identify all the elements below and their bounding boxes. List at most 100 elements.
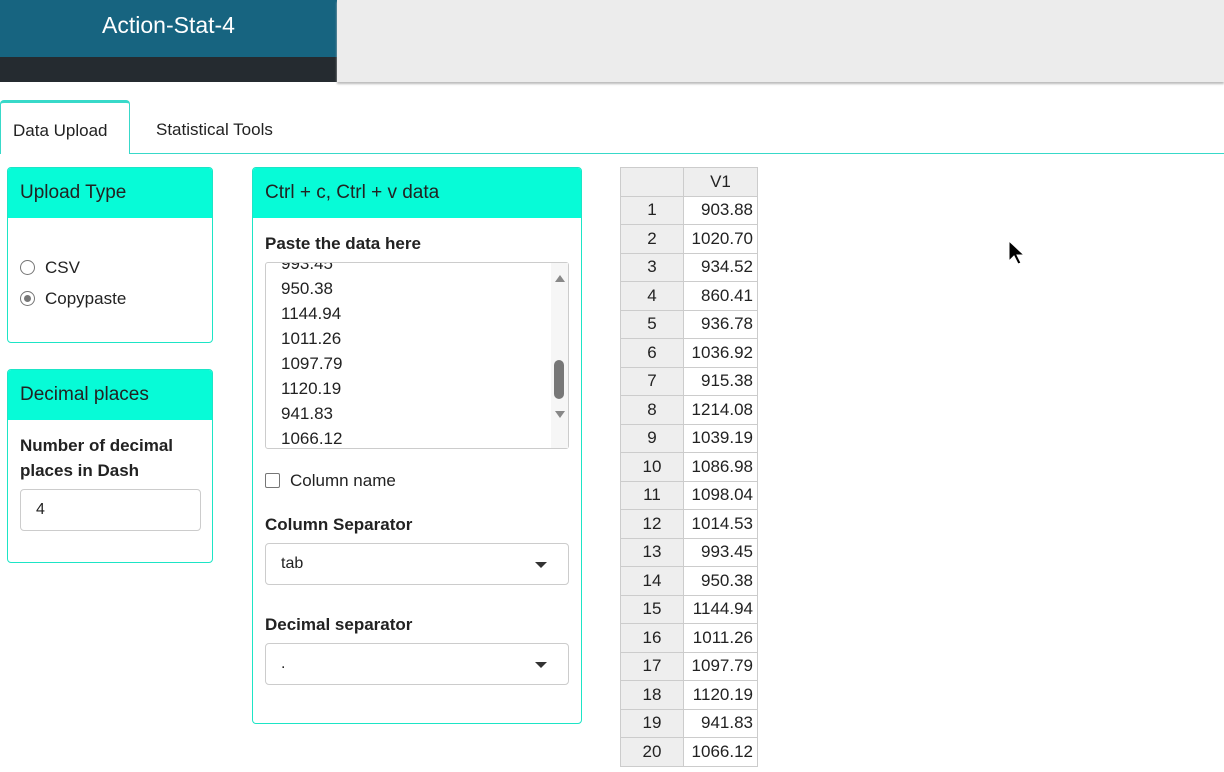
input-label: Number of decimal places in Dash	[20, 436, 174, 480]
table-cell: 1120.19	[683, 680, 758, 710]
select-label: Decimal separator	[265, 615, 413, 634]
textarea-line: 1144.94	[281, 304, 342, 323]
table-row: 8 1214.08	[620, 395, 758, 425]
row-index: 8	[620, 395, 684, 425]
row-index: 7	[620, 366, 684, 396]
table-row: 16 1011.26	[620, 623, 758, 653]
table-row: 2 1020.70	[620, 224, 758, 254]
radio[interactable]	[20, 291, 35, 306]
table-row: 12 1014.53	[620, 509, 758, 539]
panel-title: Upload Type	[8, 168, 212, 218]
row-index: 6	[620, 338, 684, 368]
number-input[interactable]: 4	[20, 489, 201, 531]
table-row: 19 941.83	[620, 708, 758, 738]
table-row: 11 1098.04	[620, 480, 758, 510]
row-index: 5	[620, 309, 684, 339]
row-index: 11	[620, 480, 684, 510]
table-cell: 1039.19	[683, 423, 758, 453]
table-row: 3 934.52	[620, 252, 758, 282]
textarea-line: 1011.26	[281, 329, 342, 348]
upload-panel: Upload Type CSV Copypaste	[7, 167, 213, 343]
scroll-down[interactable]	[555, 411, 565, 418]
table-cell: 934.52	[683, 252, 758, 282]
table-cell: 936.78	[683, 309, 758, 339]
row-index: 15	[620, 594, 684, 624]
corner-cell	[620, 167, 684, 197]
select-label: Column Separator	[265, 515, 413, 534]
table-cell: 1097.79	[683, 651, 758, 681]
table-cell: 1020.70	[683, 224, 758, 254]
paste-panel: Ctrl + c, Ctrl + v data Paste the data h…	[252, 167, 582, 724]
table-cell: 1098.04	[683, 480, 758, 510]
row-index: 10	[620, 452, 684, 482]
radio-label: Copypaste	[45, 289, 127, 308]
table-row: 1 903.88	[620, 195, 758, 225]
scroll-up[interactable]	[555, 275, 565, 282]
textarea-line: 1120.19	[281, 379, 342, 398]
textarea-content: 903.881020.70934.52860.41936.781036.9291…	[266, 263, 551, 448]
radio-dot	[24, 295, 31, 302]
table-cell: 915.38	[683, 366, 758, 396]
row-index: 14	[620, 566, 684, 596]
select[interactable]: tab	[265, 543, 569, 585]
tab[interactable]: Data Upload	[0, 100, 130, 154]
radio[interactable]	[20, 260, 35, 275]
input-label: Paste the data here	[265, 234, 421, 253]
table-cell: 1086.98	[683, 452, 758, 482]
row-index: 2	[620, 224, 684, 254]
nav-strip	[0, 57, 337, 82]
textarea-line: 950.38	[281, 279, 333, 298]
top-bar	[337, 0, 1224, 82]
table-row: 10 1086.98	[620, 452, 758, 482]
tab[interactable]: Statistical Tools	[156, 120, 273, 139]
table-row: 4 860.41	[620, 281, 758, 311]
table-row: 13 993.45	[620, 537, 758, 567]
row-index: 12	[620, 509, 684, 539]
textarea-line: 1066.12	[281, 429, 343, 448]
checkbox-label: Column name	[290, 471, 396, 490]
textarea-line: 941.83	[281, 404, 333, 423]
row-index: 9	[620, 423, 684, 453]
textarea-lines: 903.881020.70934.52860.41936.781036.9291…	[266, 263, 551, 448]
table-row: 18 1120.19	[620, 680, 758, 710]
row-index: 13	[620, 537, 684, 567]
panel-title: Ctrl + c, Ctrl + v data	[253, 168, 581, 218]
header: Action-Stat-4	[0, 0, 337, 57]
table-row: 6 1036.92	[620, 338, 758, 368]
cursor	[1008, 240, 1026, 265]
table-cell: 1144.94	[683, 594, 758, 624]
app-title: Action-Stat-4	[102, 12, 235, 38]
table-cell: 1014.53	[683, 509, 758, 539]
radio-label: CSV	[45, 258, 80, 277]
column-header: V1	[683, 167, 758, 197]
data-table: V1 1 903.88 2 1020.70 3 934.52 4 860.41 5 936.78 6…	[620, 167, 758, 767]
decimal-panel: Decimal places Number of decimal places …	[7, 369, 213, 563]
table-cell: 950.38	[683, 566, 758, 596]
table-row: 7 915.38	[620, 366, 758, 396]
table-cell: 860.41	[683, 281, 758, 311]
scrollbar[interactable]	[551, 263, 568, 448]
row-index: 1	[620, 195, 684, 225]
table-row: 14 950.38	[620, 566, 758, 596]
textarea[interactable]: 903.881020.70934.52860.41936.781036.9291…	[265, 262, 569, 449]
table-row: 9 1039.19	[620, 423, 758, 453]
table-cell: 941.83	[683, 708, 758, 738]
table-row: 20 1066.12	[620, 737, 758, 767]
panel-title: Decimal places	[8, 370, 212, 420]
textarea-line: 1097.79	[281, 354, 343, 373]
table-cell: 993.45	[683, 537, 758, 567]
tab-line	[0, 153, 1224, 154]
table-cell: 1066.12	[683, 737, 758, 767]
table-cell: 1214.08	[683, 395, 758, 425]
select[interactable]: .	[265, 643, 569, 685]
row-index: 18	[620, 680, 684, 710]
row-index: 17	[620, 651, 684, 681]
row-index: 4	[620, 281, 684, 311]
table-cell: 1011.26	[683, 623, 758, 653]
scroll-thumb[interactable]	[554, 360, 564, 399]
checkbox[interactable]	[265, 473, 280, 488]
textarea-line: 993.45	[281, 263, 333, 273]
table-cell: 1036.92	[683, 338, 758, 368]
row-index: 20	[620, 737, 684, 767]
